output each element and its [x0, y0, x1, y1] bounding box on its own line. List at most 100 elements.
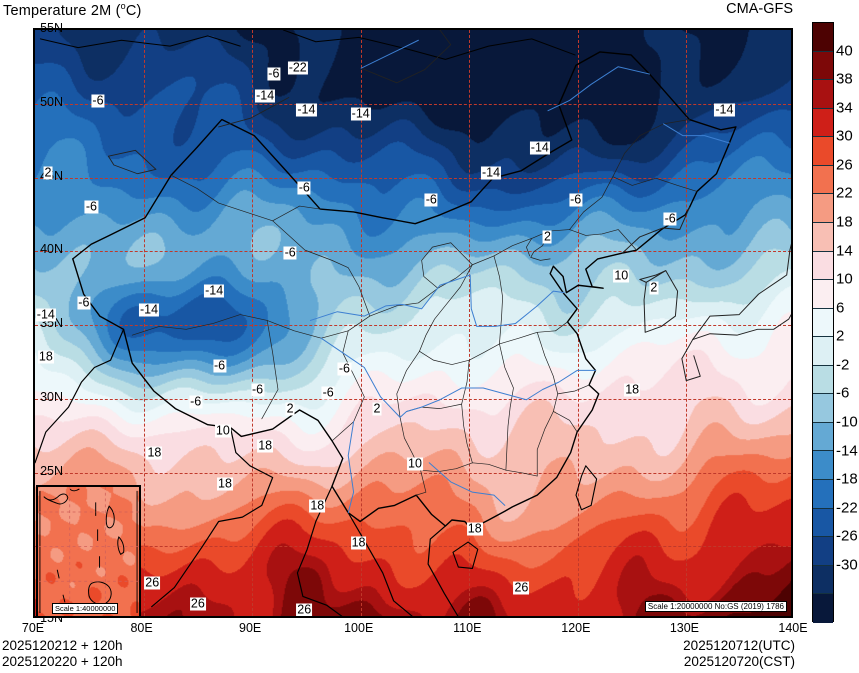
colorbar-tick--10: -10 — [836, 413, 858, 431]
lon-tick-120E: 120E — [561, 621, 591, 635]
colorbar-segment — [813, 137, 833, 166]
colorbar-segment — [813, 480, 833, 509]
colorbar-segment — [813, 165, 833, 195]
contour-label: -14 — [480, 165, 502, 180]
contour-label: -6 — [297, 180, 311, 195]
contour-label: -14 — [204, 283, 225, 298]
init-time-block: 2025120212 + 120h 2025120220 + 120h — [2, 638, 123, 670]
contour-label: 18 — [350, 535, 367, 550]
contour-label: -14 — [529, 140, 550, 155]
colorbar-tick-30: 30 — [836, 127, 853, 145]
contour-label: -6 — [321, 385, 335, 400]
temperature-field — [35, 30, 791, 616]
contour-label: -6 — [267, 66, 281, 81]
title-unit: C) — [125, 2, 142, 19]
colorbar-tick-2: 2 — [836, 327, 845, 345]
colorbar-segment — [813, 451, 833, 480]
valid-time-cst: 2025120720(CST) — [683, 654, 795, 669]
lon-tick-70E: 70E — [21, 621, 45, 635]
colorbar-tick-14: 14 — [836, 242, 853, 260]
lat-tick-50N: 50N — [40, 94, 63, 109]
page-title: Temperature 2M (oC) — [3, 1, 142, 19]
colorbar-tick--14: -14 — [836, 442, 858, 460]
colorbar-tick-labels: 40 38 34 30 26 22 18 14 10 6 2 -2 -6 -10 -14 -18 -22 -26 -… — [836, 22, 859, 622]
colorbar-segment — [813, 337, 833, 366]
colorbar-segment — [813, 222, 833, 252]
contour-label: 10 — [214, 423, 231, 438]
contour-label: -6 — [251, 382, 265, 397]
lat-tick-30N: 30N — [40, 389, 63, 404]
contour-label: -14 — [138, 302, 160, 317]
contour-label: 18 — [309, 498, 326, 513]
contour-label: -14 — [350, 106, 371, 121]
contour-label: 18 — [257, 438, 274, 453]
lon-tick-90E: 90E — [239, 621, 262, 635]
colorbar-tick-10: 10 — [836, 270, 853, 288]
colorbar-tick--22: -22 — [836, 499, 858, 517]
colorbar-tick--30: -30 — [836, 556, 858, 574]
colorbar — [812, 22, 834, 623]
contour-label: -14 — [35, 307, 56, 322]
contour-label: 2 — [43, 165, 53, 180]
valid-time-block: 2025120712(UTC) 2025120720(CST) — [683, 638, 795, 670]
model-label: CMA-GFS — [726, 1, 793, 17]
init-time-utc: 2025120212 + 120h — [2, 638, 123, 653]
lon-tick-80E: 80E — [130, 621, 153, 635]
lat-tick-55N: 55N — [40, 21, 63, 35]
contour-label: -6 — [213, 358, 227, 373]
title-text: Temperature 2M ( — [3, 2, 121, 19]
contour-label: -6 — [91, 93, 105, 108]
contour-label: -22 — [287, 60, 308, 75]
colorbar-segment — [813, 108, 833, 138]
colorbar-segment — [813, 365, 833, 395]
lon-tick-100E: 100E — [344, 621, 374, 635]
contour-label: -6 — [77, 295, 91, 310]
south-china-sea-inset: Scale 1:40000000 — [36, 485, 141, 616]
contour-label: -6 — [569, 192, 583, 207]
contour-label: 18 — [37, 349, 54, 364]
colorbar-segment — [813, 280, 833, 309]
contour-label: 2 — [542, 229, 552, 243]
contour-label: 18 — [217, 476, 233, 491]
colorbar-tick-34: 34 — [836, 99, 853, 117]
map-plot-area[interactable]: -22 -14 -14 -14 -14 -14 -14 -6 -6 -6 2 -6 -6 -6 -6 -6 2 1… — [33, 28, 793, 618]
inset-boundaries — [38, 487, 139, 615]
contour-label: 18 — [466, 521, 483, 536]
colorbar-tick-38: 38 — [836, 70, 853, 88]
colorbar-segment — [813, 23, 833, 52]
colorbar-segment — [813, 594, 833, 623]
degree-symbol: o — [120, 1, 126, 11]
contour-label: 2 — [372, 401, 382, 416]
colorbar-segment — [813, 394, 833, 423]
colorbar-segment — [813, 537, 833, 566]
colorbar-segment — [813, 251, 833, 281]
contour-label: 26 — [513, 580, 530, 595]
contour-label: 26 — [144, 575, 161, 590]
contour-label: 18 — [624, 382, 641, 397]
lon-tick-140E: 140E — [778, 621, 808, 635]
contour-label: -6 — [283, 245, 297, 260]
contour-label: -6 — [663, 211, 677, 226]
valid-time-utc: 2025120712(UTC) — [683, 638, 795, 653]
contour-label: -6 — [424, 192, 438, 207]
contour-label: 18 — [146, 445, 163, 460]
contour-label: 10 — [613, 268, 630, 283]
contour-label: 26 — [189, 596, 206, 611]
colorbar-segment — [813, 51, 833, 81]
contour-label: 2 — [285, 401, 295, 416]
colorbar-tick--18: -18 — [836, 470, 858, 488]
main-scale-label: Scale 1:20000000 No:GS (2019) 1786 — [644, 601, 787, 612]
colorbar-segment — [813, 194, 833, 223]
colorbar-tick--6: -6 — [836, 384, 850, 402]
colorbar-segment — [813, 422, 833, 452]
contour-label: -6 — [337, 361, 351, 376]
contour-label: -14 — [714, 102, 735, 117]
contour-label: -14 — [296, 102, 317, 117]
contour-label: 26 — [296, 602, 313, 617]
inset-scale-label: Scale 1:40000000 — [52, 603, 119, 614]
lat-tick-40N: 40N — [40, 242, 63, 257]
contour-label: -6 — [84, 199, 99, 214]
colorbar-segment — [813, 508, 833, 538]
contour-label: 10 — [407, 456, 423, 471]
contour-label: -6 — [189, 394, 203, 409]
